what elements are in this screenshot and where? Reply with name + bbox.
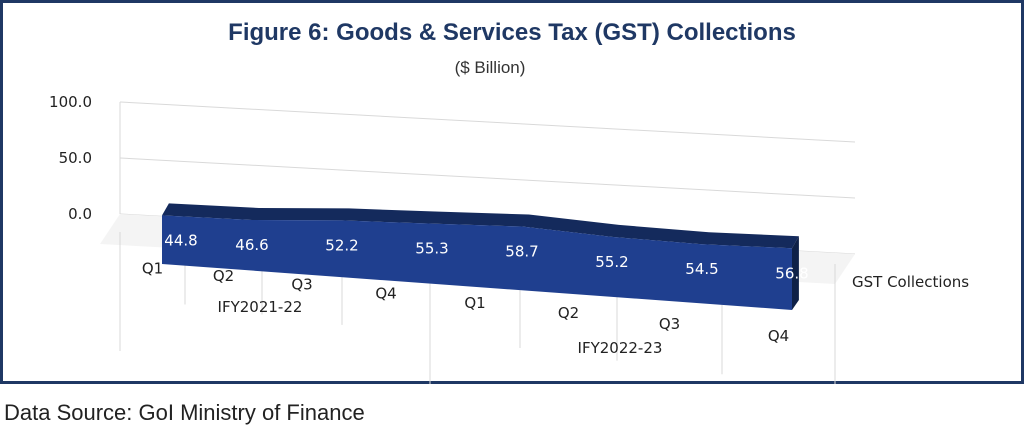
data-source-note: Data Source: GoI Ministry of Finance <box>4 400 365 425</box>
x-tick-label: Q4 <box>375 285 396 303</box>
y-tick-label: 50.0 <box>59 149 92 167</box>
gst-chart: Figure 6: Goods & Services Tax (GST) Col… <box>49 19 969 384</box>
data-label: 52.2 <box>325 236 358 254</box>
gridline <box>119 101 856 143</box>
x-tick-label: Q2 <box>558 304 579 322</box>
chart-subtitle: ($ Billion) <box>455 58 526 77</box>
data-label: 54.5 <box>685 260 718 278</box>
x-axis-categories: Q1 Q2 Q3 Q4 Q1 Q2 Q3 Q4 <box>142 259 789 344</box>
x-group-label: IFY2022-23 <box>578 339 663 357</box>
chart-title: Figure 6: Goods & Services Tax (GST) Col… <box>228 19 796 46</box>
y-tick-label: 100.0 <box>49 93 92 111</box>
chart-frame <box>0 0 1024 384</box>
area-series <box>162 203 799 310</box>
data-label: 55.2 <box>595 253 628 271</box>
data-label: 44.8 <box>164 231 197 249</box>
x-tick-label: Q3 <box>659 315 680 333</box>
data-label: 46.6 <box>235 236 268 254</box>
area-front-surface <box>162 215 792 310</box>
area-top-surface <box>162 203 799 249</box>
x-tick-label: Q4 <box>768 327 789 345</box>
data-label: 55.3 <box>415 240 448 258</box>
x-tick-label: Q1 <box>142 259 163 277</box>
gridline <box>119 157 856 199</box>
y-tick-label: 0.0 <box>68 205 92 223</box>
data-labels: 44.8 46.6 52.2 55.3 58.7 55.2 54.5 56.8 <box>164 231 808 282</box>
x-axis-groups: IFY2021-22 IFY2022-23 <box>218 298 663 357</box>
data-label: 56.8 <box>775 264 808 282</box>
x-tick-label: Q1 <box>464 294 485 312</box>
data-label: 58.7 <box>505 243 538 261</box>
series-label: GST Collections <box>852 273 969 291</box>
y-axis: 100.0 50.0 0.0 <box>49 93 92 223</box>
x-tick-label: Q3 <box>291 276 312 294</box>
x-tick-label: Q2 <box>213 267 234 285</box>
x-group-label: IFY2021-22 <box>218 298 303 316</box>
area-side-surface <box>792 236 799 310</box>
